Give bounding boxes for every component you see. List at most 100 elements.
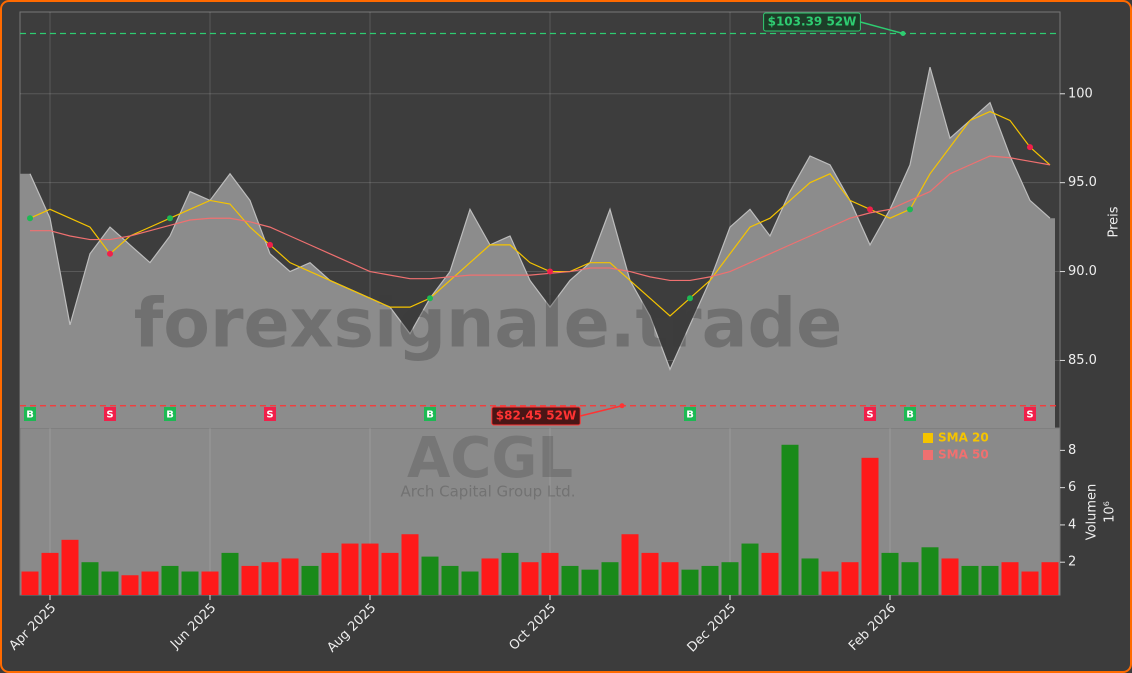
signal-box [1024,407,1036,421]
legend-swatch [923,450,933,460]
sma-line [29,110,1051,317]
volume-bar [641,552,659,595]
volume-bar [101,571,119,595]
volume-bar [961,565,979,595]
volume-bar [921,547,939,595]
volume-bar [341,543,359,595]
volume-bar [821,571,839,595]
signal-dot [107,250,113,257]
reference-arrow [860,21,904,35]
volume-bar [1041,562,1059,595]
volume-bar [381,552,399,595]
signal-box [24,407,36,421]
watermark-subtitle: Arch Capital Group Ltd. [401,483,576,501]
y-tick-label: 95.0 [1068,175,1097,190]
volume-bar [181,571,199,595]
volume-bar [301,565,319,595]
volume-bar [781,444,799,595]
volume-bar [21,571,39,595]
volume-bar [861,457,879,595]
volume-bar [741,543,759,595]
signal-label: B [426,410,434,421]
volume-bar [241,565,259,595]
volume-bar [1001,562,1019,595]
volume-bar [141,571,159,595]
signal-dot [687,295,693,302]
legend-swatch [923,433,933,443]
y-tick-label: 100 [1068,86,1093,101]
signal-label: S [1026,410,1033,421]
volume-bar [541,552,559,595]
signal-label: B [686,410,694,421]
signal-dot [1027,144,1033,151]
signal-dot [167,215,173,222]
signal-dot [907,206,913,213]
volume-bar [721,562,739,595]
signal-label: B [26,410,34,421]
signal-label: B [906,410,914,421]
signal-dot [867,206,873,213]
y-tick-label: 8 [1068,443,1076,458]
volume-bar [841,562,859,595]
volume-bar [761,552,779,595]
volume-bar [661,562,679,595]
volume-bar [81,562,99,595]
signal-label: B [166,410,174,421]
volume-bar [561,565,579,595]
reference-label: $82.45 52W [496,409,576,423]
signal-label: S [866,410,873,421]
sma-line [30,155,1051,282]
signal-label: S [266,410,273,421]
volume-bar [361,543,379,595]
signal-dot [427,295,433,302]
volume-bar [121,575,139,595]
volume-bar [701,565,719,595]
volume-bar [421,556,439,595]
volume-bar [61,539,79,595]
signal-box [864,407,876,421]
y-tick-label: 6 [1068,480,1076,495]
volume-bar [501,552,519,595]
signal-box [164,407,176,421]
volume-bar [881,552,899,595]
volume-bar [201,571,219,595]
reference-arrow-head [619,403,625,409]
volume-bar [981,565,999,595]
volume-bar [41,552,59,595]
volume-bar [1021,571,1039,595]
reference-arrow-head [900,31,906,37]
volume-bar [321,552,339,595]
volume-bar [521,562,539,595]
volume-bar [401,534,419,595]
volume-bar [621,534,639,595]
signal-label: S [106,410,113,421]
y-tick-label: 4 [1068,517,1076,532]
volume-bar [221,552,239,595]
y-tick-label: 90.0 [1068,264,1097,279]
signal-dot [27,215,33,222]
signal-box [684,407,696,421]
volume-bar [901,562,919,595]
legend-label: SMA 50 [938,448,989,462]
y-axis-unit: 10⁶ [1103,501,1118,523]
volume-bar [261,562,279,595]
y-tick-label: 85.0 [1068,353,1097,368]
y-tick-label: 2 [1068,555,1076,570]
signal-box [104,407,116,421]
watermark: forexsignale.trade [134,285,843,364]
volume-bar [941,558,959,595]
reference-label: $103.39 52W [768,15,857,29]
volume-bar [161,565,179,595]
signal-box [264,407,276,421]
signal-dot [267,241,273,248]
volume-bar [281,558,299,595]
volume-bar [801,558,819,595]
volume-bar [581,569,599,595]
volume-bar [481,558,499,595]
signal-box [904,407,916,421]
volume-bar [601,562,619,595]
signal-dot [547,268,553,275]
volume-bar [441,565,459,595]
y-axis-label: Preis [1107,206,1122,237]
